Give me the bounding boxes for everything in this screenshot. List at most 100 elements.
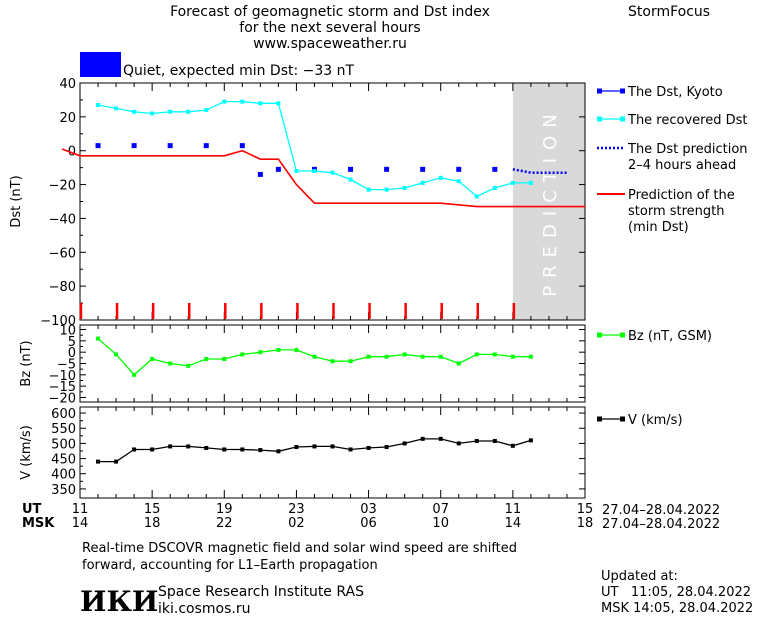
y-tick-label: −100 bbox=[40, 314, 76, 329]
brand-stormfocus: StormFocus bbox=[628, 4, 711, 20]
v-km-s-point bbox=[366, 445, 371, 450]
y-tick-label: 600 bbox=[51, 407, 76, 422]
bz-nt-gsm-point bbox=[96, 336, 101, 341]
msk-tick-label: 14 bbox=[71, 516, 89, 531]
institute-name: Space Research Institute RAS bbox=[158, 584, 364, 600]
ut-tick-label: 19 bbox=[216, 502, 233, 517]
bz-nt-gsm-point bbox=[492, 352, 497, 357]
ut-tick-label: 03 bbox=[360, 502, 377, 517]
bz-nt-gsm-point bbox=[474, 352, 479, 357]
y-tick-label: −20 bbox=[49, 179, 76, 194]
bz-nt-gsm-point bbox=[420, 354, 425, 359]
msk-tick-label: 10 bbox=[432, 516, 449, 531]
prediction-zone bbox=[512, 83, 585, 320]
bz-nt-gsm-point bbox=[456, 361, 461, 366]
dst-kyoto-point bbox=[456, 166, 462, 172]
bz-nt-gsm-point bbox=[330, 359, 335, 364]
bz-nt-gsm-point bbox=[438, 354, 443, 359]
the-recovered-dst-point bbox=[492, 185, 497, 190]
dst-kyoto-point bbox=[131, 143, 137, 149]
storm-strength-line bbox=[61, 148, 585, 208]
v-km-s-point bbox=[258, 448, 263, 453]
v-km-s-point bbox=[456, 441, 461, 446]
v-km-s-point bbox=[312, 444, 317, 449]
legend-dst-kyoto-swatch-mark bbox=[620, 88, 625, 94]
bz-nt-gsm-point bbox=[150, 356, 155, 361]
dst-kyoto-point bbox=[492, 166, 498, 172]
v-km-s-point bbox=[150, 447, 155, 452]
bz-nt-gsm-point bbox=[348, 359, 353, 364]
v-km-s-point bbox=[96, 459, 101, 464]
plot-frame bbox=[79, 82, 586, 321]
institute-site-link[interactable]: iki.cosmos.ru bbox=[158, 601, 251, 617]
dst-kyoto-point bbox=[239, 143, 245, 149]
bz-nt-gsm-point bbox=[312, 354, 317, 359]
the-recovered-dst-point bbox=[150, 111, 155, 116]
dst-kyoto-point bbox=[167, 143, 173, 149]
footer-note-line-2: forward, accounting for L1–Earth propaga… bbox=[82, 558, 378, 573]
the-recovered-dst-point bbox=[276, 101, 281, 106]
v-km-s-point bbox=[168, 444, 173, 449]
the-recovered-dst-point bbox=[348, 177, 353, 182]
v-km-s-line bbox=[98, 438, 532, 463]
legend-storm-strength-label: Prediction of the bbox=[628, 188, 735, 203]
the-recovered-dst-point bbox=[528, 180, 533, 185]
dst-kyoto-point bbox=[384, 166, 390, 172]
legend-storm-strength-label: (min Dst) bbox=[628, 220, 689, 235]
y-tick-label: 0 bbox=[68, 346, 76, 361]
chart-title-line-1: Forecast of geomagnetic storm and Dst in… bbox=[170, 4, 490, 20]
v-km-s-point bbox=[330, 444, 335, 449]
the-recovered-dst-point bbox=[186, 109, 191, 114]
msk-tick-label: 18 bbox=[576, 516, 594, 531]
the-recovered-dst-point bbox=[330, 170, 335, 175]
ut-tick-label: 15 bbox=[576, 502, 594, 517]
bz-nt-gsm-point bbox=[402, 352, 407, 357]
dst-kyoto-point bbox=[348, 166, 354, 172]
site-url[interactable]: www.spaceweather.ru bbox=[253, 36, 407, 52]
the-recovered-dst-point bbox=[366, 187, 371, 192]
dst-kyoto-point bbox=[420, 166, 426, 172]
ut-tick-label: 07 bbox=[432, 502, 449, 517]
bz-nt-gsm-point bbox=[114, 352, 119, 357]
legend-dst-kyoto-label: The Dst, Kyoto bbox=[627, 85, 723, 100]
the-recovered-dst-point bbox=[384, 187, 389, 192]
legend-dst-kyoto-swatch-mark bbox=[597, 88, 602, 94]
ut-date-range: 27.04–28.04.2022 bbox=[602, 503, 721, 518]
v-km-s-point bbox=[384, 445, 389, 450]
footer-note-line-1: Real-time DSCOVR magnetic field and sola… bbox=[82, 541, 518, 556]
ut-tick-label: 23 bbox=[288, 502, 305, 517]
v-km-s-point bbox=[348, 447, 353, 452]
the-recovered-dst-point bbox=[132, 109, 137, 114]
the-recovered-dst-point bbox=[312, 169, 317, 174]
msk-axis-label: MSK bbox=[22, 516, 55, 531]
v-km-s-point bbox=[402, 441, 407, 446]
v-km-s-point bbox=[528, 438, 533, 443]
legend-v-swatch-mark bbox=[620, 416, 625, 422]
y-axis-label: Bz (nT) bbox=[19, 340, 34, 386]
bz-nt-gsm-point bbox=[528, 354, 533, 359]
the-recovered-dst-point bbox=[474, 194, 479, 199]
y-tick-label: −20 bbox=[49, 391, 76, 406]
v-km-s-point bbox=[474, 438, 479, 443]
the-recovered-dst-point bbox=[114, 106, 119, 111]
v-km-s-point bbox=[240, 447, 245, 452]
y-tick-label: −80 bbox=[49, 280, 76, 295]
v-km-s-point bbox=[222, 447, 227, 452]
iki-logo: ИКИ bbox=[80, 585, 159, 618]
bz-nt-gsm-point bbox=[366, 354, 371, 359]
the-recovered-dst-point bbox=[258, 101, 263, 106]
bz-nt-gsm-point bbox=[204, 356, 209, 361]
the-recovered-dst-point bbox=[294, 169, 299, 174]
the-recovered-dst-point bbox=[456, 179, 461, 184]
v-km-s-point bbox=[276, 449, 281, 454]
y-tick-label: 500 bbox=[51, 437, 76, 452]
msk-tick-label: 02 bbox=[288, 516, 305, 531]
msk-date-range: 27.04–28.04.2022 bbox=[602, 517, 721, 532]
ut-tick-label: 11 bbox=[71, 502, 89, 517]
legend-recovered-dst-swatch-mark bbox=[597, 116, 602, 122]
legend: The Dst, Kyoto The recovered Dst The Dst p… bbox=[597, 85, 748, 428]
y-tick-label: 550 bbox=[51, 422, 76, 437]
legend-v-label: V (km/s) bbox=[628, 413, 683, 428]
bz-nt-gsm-point bbox=[276, 347, 281, 352]
